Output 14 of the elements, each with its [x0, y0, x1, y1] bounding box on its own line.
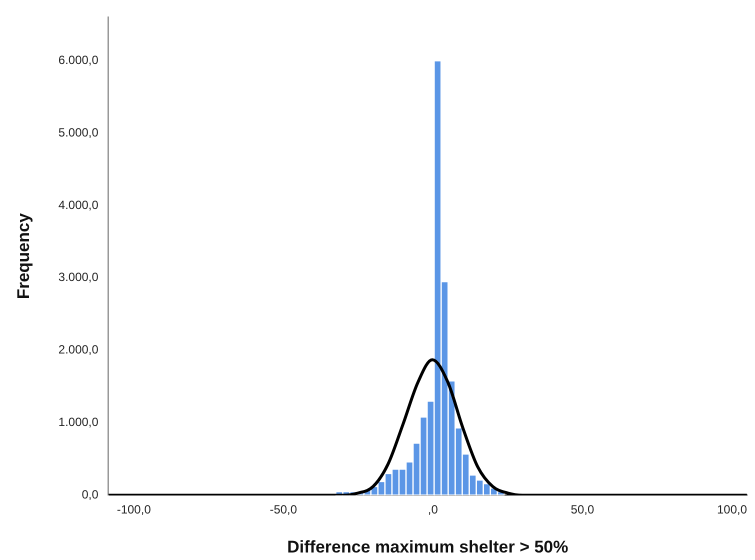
x-axis-title: Difference maximum shelter > 50% — [287, 537, 568, 556]
x-tick-label: -100,0 — [116, 502, 152, 517]
y-tick-label: 3.000,0 — [58, 270, 99, 284]
y-tick-label: 0,0 — [82, 488, 99, 502]
y-tick-label: 1.000,0 — [58, 415, 99, 430]
x-tick-label: 100,0 — [716, 502, 748, 517]
y-axis-title: Frequency — [14, 212, 33, 300]
x-tick-label: -50,0 — [270, 502, 298, 517]
x-tick-label: 50,0 — [570, 502, 594, 517]
y-tick-label: 5.000,0 — [58, 125, 99, 140]
y-tick-label: 2.000,0 — [58, 342, 99, 357]
x-tick-label: ,0 — [428, 502, 438, 517]
y-tick-label: 4.000,0 — [58, 198, 99, 212]
y-tick-label: 6.000,0 — [58, 52, 99, 67]
